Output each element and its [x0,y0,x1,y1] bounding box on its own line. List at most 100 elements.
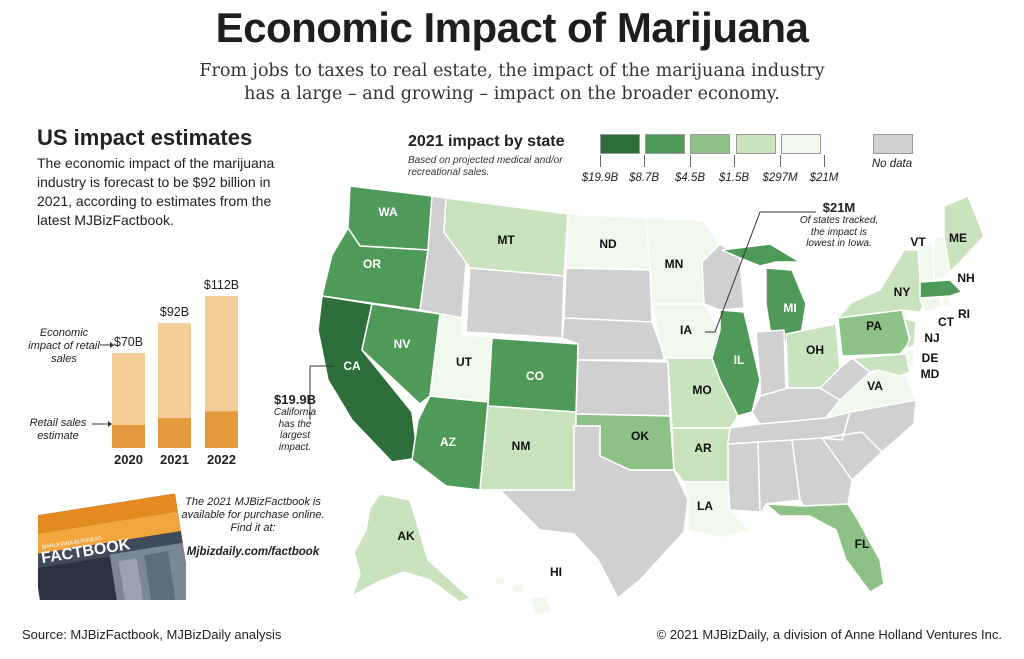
economic-impact-label: Economic impact of retail sales [28,327,100,365]
legend-tick-4 [780,155,781,167]
state-de[interactable] [905,349,915,367]
subtitle-line-2: has a large – and growing – impact on th… [244,84,780,104]
state-label-nh: NH [957,271,974,285]
economic-arrow-icon [110,342,114,348]
state-label-ut: UT [456,355,473,369]
state-label-co: CO [526,369,544,383]
ca-callout-value: $19.9B [274,392,316,407]
state-il[interactable] [711,309,761,417]
subtitle-line-1: From jobs to taxes to real estate, the i… [199,61,825,81]
state-ms[interactable] [727,441,761,513]
state-label-fl: FL [855,537,870,551]
bar-year-label-2022: 2022 [207,452,236,467]
state-label-ri: RI [958,307,970,321]
legend-tick-1 [644,155,645,167]
state-ny[interactable] [837,249,927,319]
state-tx[interactable] [499,425,689,599]
factbook-promo-text: The 2021 MJBizFactbook is available for … [181,496,325,534]
state-label-il: IL [734,353,745,367]
state-in[interactable] [755,329,787,397]
state-label-nd: ND [599,237,617,251]
legend-no-data-label: No data [871,158,913,170]
state-label-vt: VT [910,235,926,249]
legend-tick-5 [824,155,825,167]
legend-swatch-1 [645,134,685,154]
state-ma[interactable] [919,279,963,299]
state-nh[interactable] [933,235,951,281]
us-estimates-heading: US impact estimates [37,125,253,150]
legend-title: 2021 impact by state [408,133,565,150]
legend-break-5: $21M [809,172,839,184]
state-label-md: MD [921,367,940,381]
state-ak[interactable] [351,493,471,603]
legend-break-0: $19.9B [581,172,619,184]
state-ne[interactable] [561,317,667,361]
legend-swatch-4 [781,134,821,154]
state-label-ca: CA [343,359,361,373]
ia-callout-value: $21M [822,200,856,215]
state-label-nj: NJ [924,331,939,345]
ca-callout-text-1: California [273,407,317,418]
bar-year-label-2021: 2021 [160,452,189,467]
state-label-de: DE [922,351,939,365]
state-sd[interactable] [563,267,653,323]
legend-swatch-0 [600,134,640,154]
state-label-wa: WA [378,205,398,219]
state-label-nm: NM [512,439,531,453]
ca-callout: $19.9B California has the largest impact… [264,392,326,453]
state-nj[interactable] [903,317,917,349]
ca-callout-text-3: largest [279,430,310,441]
ia-callout: $21M Of states tracked, the impact is lo… [790,200,888,250]
state-label-mn: MN [665,257,684,271]
state-ar[interactable] [671,427,731,483]
state-wy[interactable] [465,267,565,339]
bar-value-label-2020: $70B [113,335,144,349]
legend-break-2: $4.5B [674,172,706,184]
state-label-mt: MT [497,233,515,247]
state-me[interactable] [943,195,985,273]
legend-break-4: $297M [762,172,798,184]
state-label-ok: OK [631,429,649,443]
us-impact-bar-chart [92,296,238,448]
state-fl[interactable] [765,503,885,593]
ia-callout-text-1: Of states tracked, [799,215,879,226]
state-label-or: OR [363,257,381,271]
factbook-cover-image[interactable]: MARIJUANA BUSINESS FACTBOOK [38,488,186,600]
factbook-link[interactable]: Mjbizdaily.com/factbook [186,546,320,558]
state-label-ar: AR [694,441,712,455]
state-label-mi: MI [783,301,796,315]
state-label-ny: NY [894,285,911,299]
state-label-oh: OH [806,343,824,357]
state-label-nv: NV [394,337,411,351]
bar-retail-2022 [205,411,238,448]
state-label-ct: CT [938,315,955,329]
page-subtitle: From jobs to taxes to real estate, the i… [112,60,912,106]
legend-tick-2 [690,155,691,167]
state-label-hi: HI [550,565,562,579]
bar-retail-2020 [112,424,145,448]
state-nv[interactable] [361,303,441,405]
page-title: Economic Impact of Marijuana [215,4,809,51]
ia-callout-text-2: the impact is [810,226,868,238]
legend-swatch-2 [690,134,730,154]
retail-arrow-icon [108,421,112,427]
state-label-va: VA [867,379,883,393]
footer-copyright: © 2021 MJBizDaily, a division of Anne Ho… [656,627,1002,642]
state-vt[interactable] [917,243,935,283]
state-wi[interactable] [701,243,745,311]
legend-swatch-no-data [873,134,913,154]
state-ks[interactable] [575,359,671,417]
state-label-ma: MA [969,289,988,303]
bar-retail-2021 [158,418,191,448]
legend-tick-0 [600,155,601,167]
legend-swatch-3 [736,134,776,154]
bar-year-label-2020: 2020 [114,452,143,467]
state-label-ak: AK [397,529,415,543]
state-label-pa: PA [866,319,882,333]
state-hi[interactable] [493,575,553,617]
ia-callout-text-3: lowest in Iowa. [806,238,872,249]
state-label-me: ME [949,231,967,245]
state-ri[interactable] [941,295,951,307]
legend-break-1: $8.7B [628,172,660,184]
